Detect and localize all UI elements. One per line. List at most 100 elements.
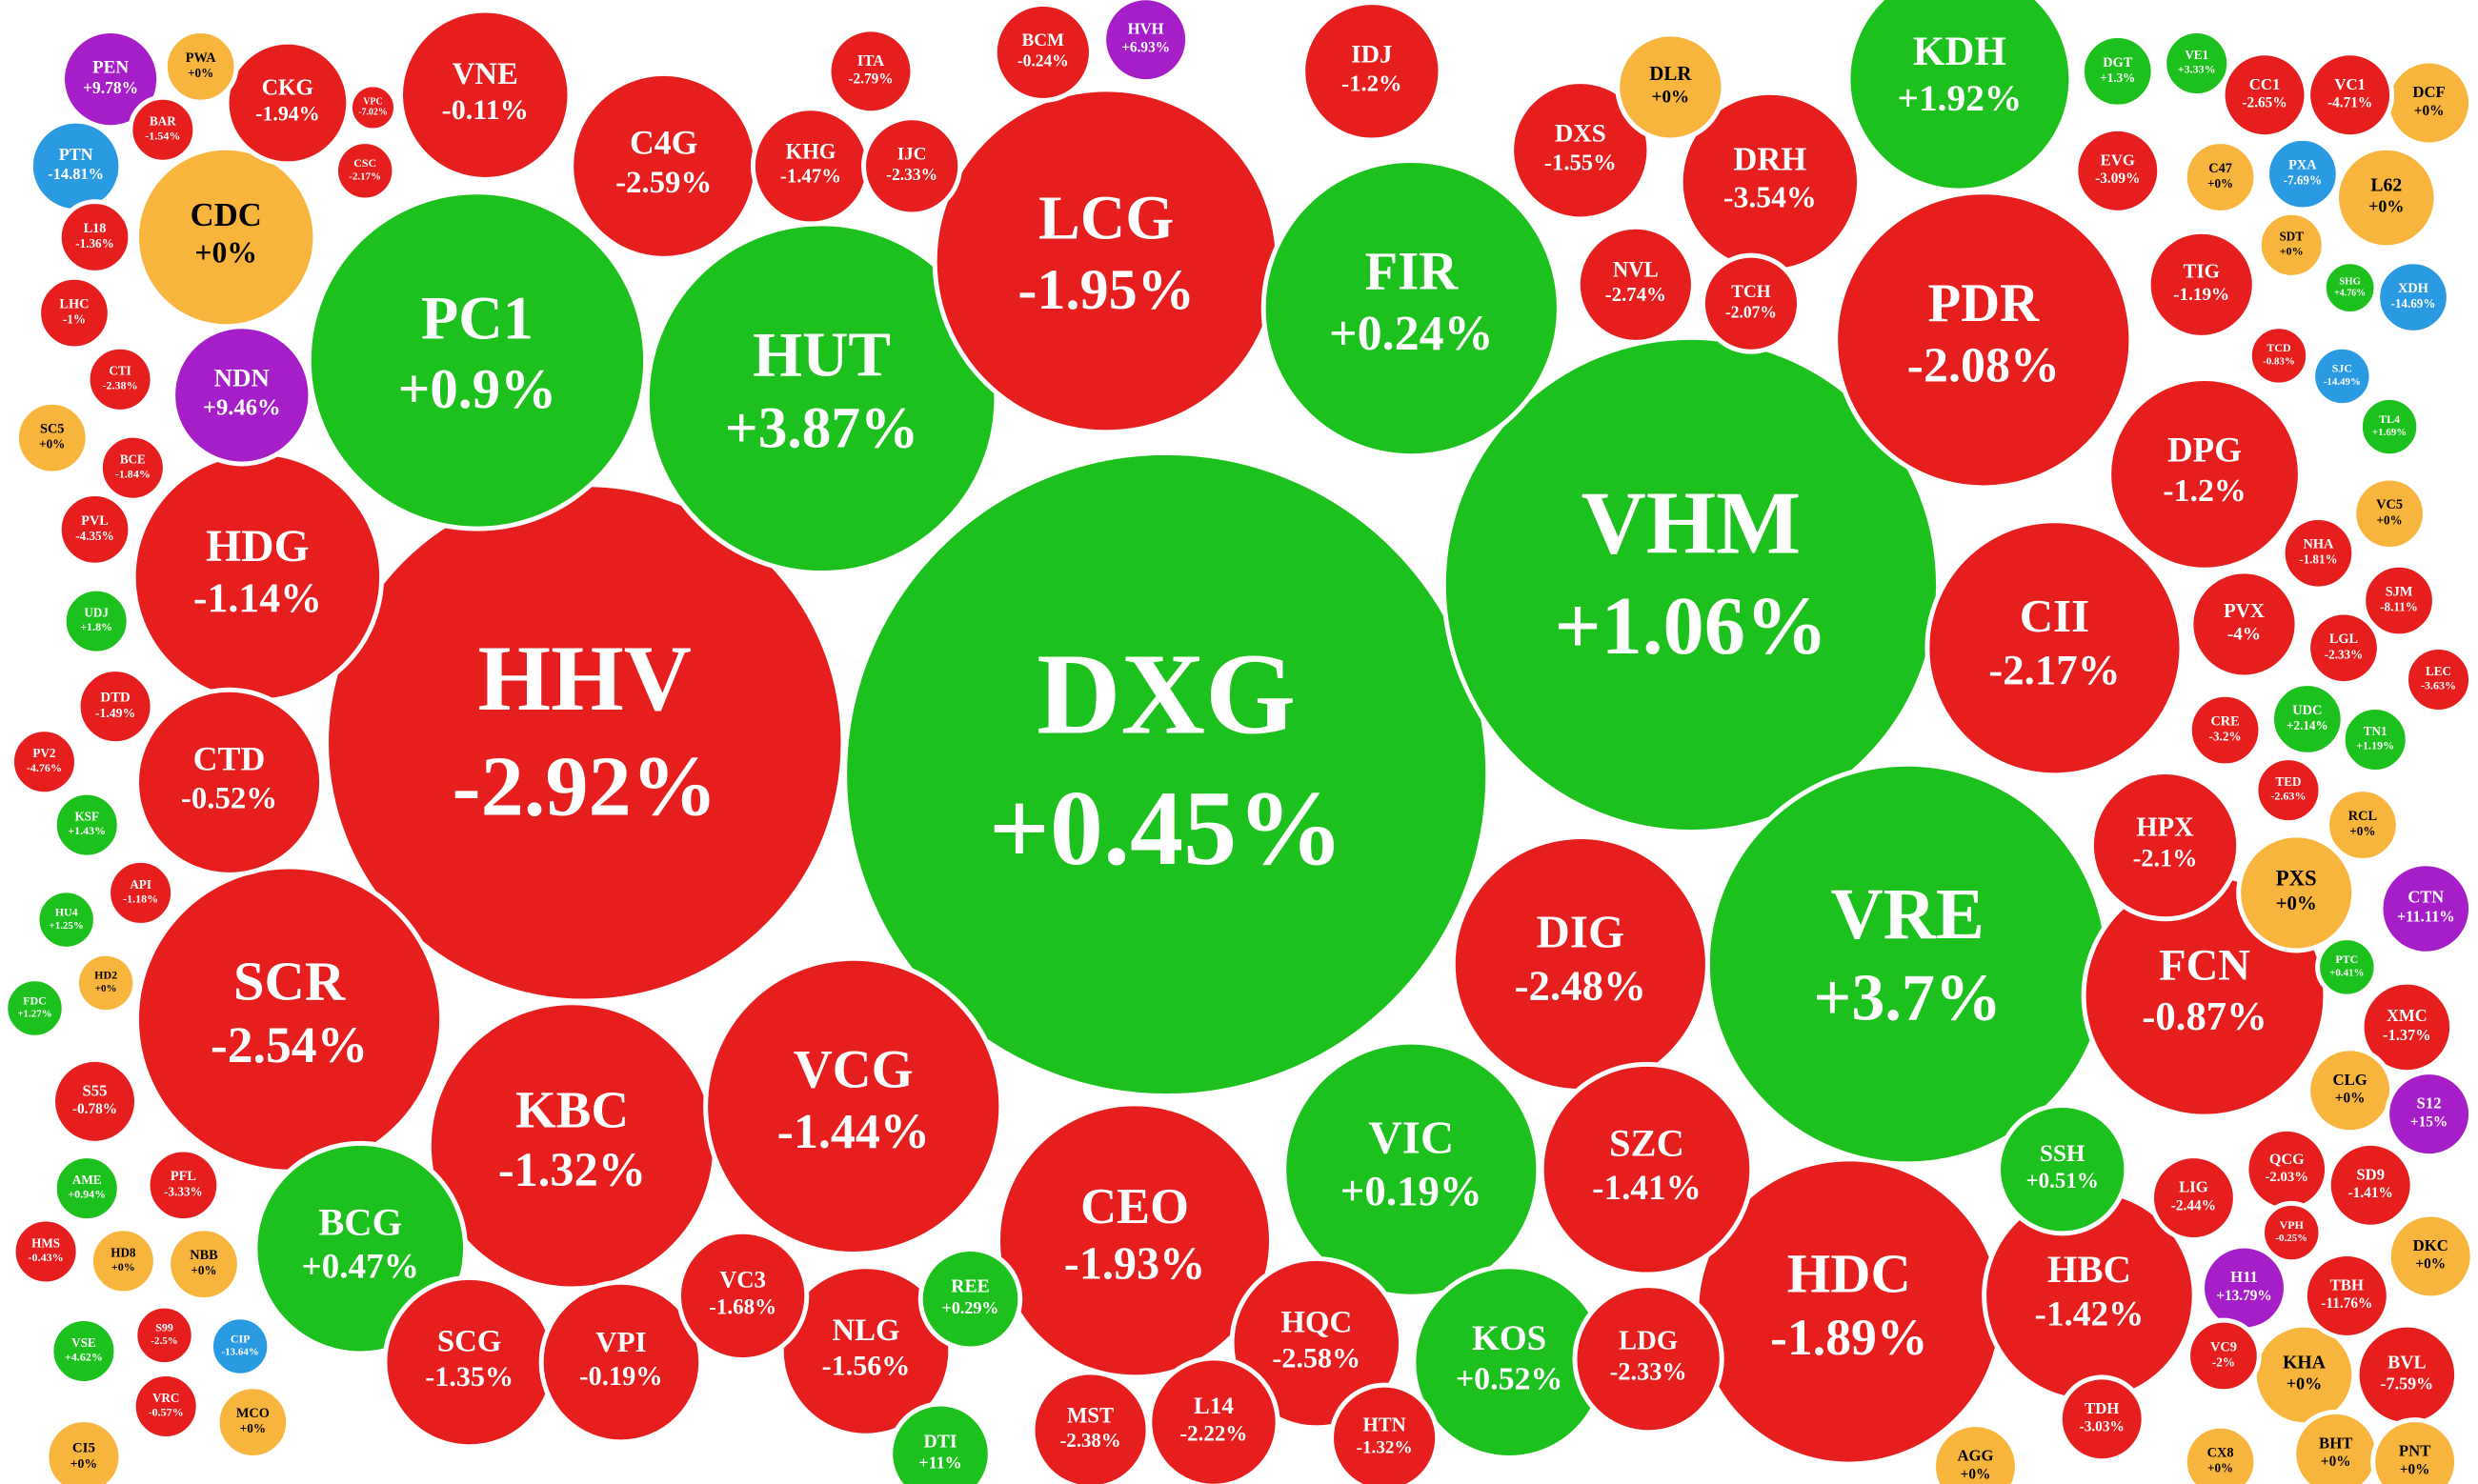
- change-label: -0.78%: [72, 1101, 117, 1117]
- ticker-label: BCM: [1022, 30, 1065, 50]
- ticker-label: NHA: [2304, 537, 2334, 552]
- change-label: +0.24%: [1329, 307, 1494, 361]
- change-label: +0.9%: [398, 357, 557, 420]
- ticker-label: DLR: [1649, 62, 1692, 85]
- change-label: -0.57%: [149, 1406, 184, 1419]
- cell: CDC+0%: [133, 145, 318, 330]
- change-label: +0%: [188, 66, 213, 80]
- cell: VPH-0.25%: [2260, 1200, 2324, 1265]
- ticker-label: LDG: [1619, 1326, 1678, 1356]
- cell-shape: [1924, 518, 2185, 778]
- change-label: -2.48%: [1515, 962, 1646, 1010]
- change-label: -1.2%: [1341, 70, 1402, 96]
- cell: VRC-0.57%: [131, 1372, 201, 1442]
- cell-shape: [1440, 334, 1942, 835]
- change-label: +0%: [2377, 512, 2403, 527]
- cell-shape: [2186, 692, 2264, 769]
- cell: NBB+0%: [166, 1226, 242, 1303]
- change-label: -1.84%: [115, 467, 151, 480]
- cell: DXS -1.55%: [1509, 79, 1652, 222]
- cell: PC1+0.9%: [306, 190, 649, 531]
- ticker-label: PVX: [2224, 599, 2265, 622]
- cell-shape: [44, 1417, 124, 1484]
- cell: H11 +13.79%: [2200, 1243, 2288, 1333]
- ticker-label: HDG: [206, 521, 310, 572]
- cell: VPI -0.19%: [538, 1279, 704, 1445]
- cell-shape: [162, 29, 239, 105]
- change-label: +1.8%: [80, 620, 112, 633]
- ticker-label: FCN: [2159, 942, 2250, 991]
- cell: CX8+0%: [2182, 1423, 2259, 1484]
- cell: HBC -1.42%: [1982, 1188, 2197, 1404]
- cell: BCE-1.84%: [97, 432, 168, 503]
- cell-shape: [842, 450, 1491, 1099]
- cell: IJC-2.33%: [861, 115, 963, 217]
- cell: DGT+1.3%: [2079, 33, 2156, 110]
- change-label: -2.03%: [2266, 1170, 2309, 1185]
- ticker-label: SC5: [40, 422, 64, 437]
- ticker-label: IDJ: [1351, 39, 1392, 68]
- cell-shape: [2073, 126, 2163, 215]
- cell-shape: [917, 1246, 1023, 1352]
- cell: HPX-2.1%: [2088, 770, 2242, 922]
- ticker-label: BCG: [318, 1200, 402, 1243]
- ticker-label: VC9: [2210, 1339, 2237, 1354]
- ticker-label: CTD: [193, 740, 266, 778]
- cell: CII-2.17%: [1924, 518, 2185, 778]
- change-label: -4.76%: [27, 761, 62, 774]
- cell: NVL-2.74%: [1575, 224, 1696, 345]
- ticker-label: VRE: [1830, 873, 1984, 954]
- cell: UDJ+1.8%: [61, 586, 131, 656]
- ticker-label: HDC: [1787, 1242, 1911, 1304]
- ticker-label: HBC: [2047, 1248, 2131, 1291]
- cell: TL4+1.69%: [2357, 394, 2422, 459]
- change-label: +0%: [2415, 1256, 2446, 1273]
- cell: CTD -0.52%: [133, 687, 325, 877]
- ticker-label: VPI: [595, 1325, 646, 1358]
- cell-shape: [2378, 861, 2474, 956]
- cell-shape: [50, 1056, 139, 1146]
- ticker-label: NDN: [214, 363, 271, 391]
- cell-shape: [2334, 145, 2439, 251]
- cell-shape: [2220, 50, 2309, 140]
- change-label: +9.78%: [83, 78, 138, 97]
- cell: SSH+0.51%: [1996, 1103, 2129, 1236]
- change-label: +4.76%: [2334, 288, 2366, 298]
- cell-shape: [3, 976, 67, 1040]
- cell: KDH+1.92%: [1845, 0, 2074, 193]
- ticker-label: CTN: [2407, 888, 2444, 907]
- change-label: +0%: [2335, 1091, 2366, 1107]
- change-label: -2.1%: [2133, 845, 2198, 872]
- cell-shape: [60, 29, 162, 130]
- cell-shape: [51, 790, 122, 860]
- cell: L14-2.22%: [1147, 1355, 1280, 1484]
- ticker-label: SHG: [2339, 275, 2361, 287]
- change-label: +1.92%: [1897, 77, 2022, 119]
- cell: UDC+2.14%: [2269, 681, 2346, 757]
- cell: PEN+9.78%: [60, 29, 162, 130]
- ticker-label: HU4: [55, 905, 78, 918]
- cell: S12+15%: [2385, 1070, 2474, 1159]
- ticker-label: TL4: [2379, 412, 2400, 426]
- cell-shape: [2088, 770, 2242, 922]
- cell: VE1+3.33%: [2162, 29, 2232, 99]
- cell: BAR-1.54%: [128, 94, 198, 165]
- ticker-label: CLG: [2333, 1071, 2367, 1089]
- cell: VRE +3.7%: [1704, 761, 2110, 1167]
- change-label: +0.41%: [2329, 968, 2364, 979]
- change-label: -2.08%: [1907, 338, 2060, 392]
- cell: PVX-4%: [2188, 569, 2300, 680]
- change-label: -2.07%: [1725, 302, 1777, 321]
- change-label: -2%: [2212, 1354, 2235, 1369]
- cell: VIC+0.19%: [1281, 1039, 1541, 1299]
- cell-shape: [2361, 562, 2437, 639]
- change-label: -3.2%: [2209, 730, 2242, 744]
- change-label: -2.79%: [848, 71, 893, 88]
- cell: BHT +0%: [2291, 1409, 2381, 1484]
- change-label: +1.19%: [2356, 739, 2394, 752]
- cell: CSC-2.17%: [333, 139, 397, 203]
- cell: KHA+0%: [2251, 1322, 2357, 1428]
- cell: QCG -2.03%: [2244, 1126, 2330, 1213]
- cell: SJC-14.49%: [2310, 344, 2374, 409]
- change-label: -4.35%: [75, 529, 113, 543]
